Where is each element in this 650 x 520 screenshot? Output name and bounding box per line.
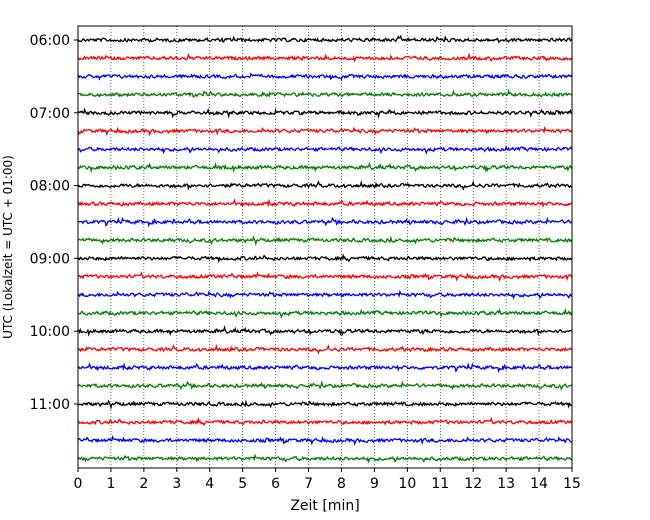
trace-12 (77, 252, 573, 264)
plot-frame (77, 25, 573, 469)
y-axis-label: UTC (Lokalzeit = UTC + 01:00) (1, 155, 15, 339)
x-axis-label: Zeit [min] (290, 498, 359, 514)
x-tick-label-11: 11 (431, 476, 449, 492)
x-tick-label-5: 5 (238, 476, 247, 492)
trace-19 (77, 380, 573, 391)
trace-15 (77, 307, 573, 319)
trace-23 (77, 453, 573, 464)
x-tick-label-15: 15 (563, 476, 581, 492)
y-tick-label-06:00: 06:00 (30, 33, 70, 49)
y-tick-label-07:00: 07:00 (30, 106, 70, 122)
trace-22 (77, 434, 573, 446)
trace-16 (77, 325, 573, 337)
trace-5 (77, 125, 573, 137)
y-tick-label-11:00: 11:00 (30, 397, 70, 413)
trace-8 (77, 180, 573, 191)
x-tick-label-14: 14 (530, 476, 548, 492)
trace-20 (77, 399, 573, 411)
traces (77, 34, 573, 464)
x-tick-label-2: 2 (139, 476, 148, 492)
x-tick-label-9: 9 (370, 476, 379, 492)
trace-0 (77, 34, 573, 44)
trace-11 (77, 235, 573, 247)
x-tick-label-8: 8 (337, 476, 346, 492)
trace-9 (77, 198, 573, 209)
trace-18 (77, 362, 573, 374)
trace-17 (77, 343, 573, 355)
x-tick-label-0: 0 (74, 476, 83, 492)
x-tick-label-4: 4 (205, 476, 214, 492)
y-axis-ticks: 06:00 07:00 08:00 09:00 10:00 11:00 (30, 33, 78, 413)
x-tick-label-3: 3 (172, 476, 181, 492)
x-tick-label-1: 1 (106, 476, 115, 492)
x-tick-label-6: 6 (271, 476, 280, 492)
y-tick-label-10:00: 10:00 (30, 324, 70, 340)
x-tick-label-12: 12 (464, 476, 482, 492)
x-tick-label-7: 7 (304, 476, 313, 492)
y-tick-label-09:00: 09:00 (30, 251, 70, 267)
plot-background (78, 26, 572, 468)
trace-1 (77, 52, 573, 63)
trace-13 (77, 271, 573, 282)
trace-10 (77, 216, 573, 228)
x-tick-label-10: 10 (398, 476, 416, 492)
trace-3 (77, 88, 573, 99)
trace-7 (77, 161, 573, 174)
trace-21 (77, 416, 573, 427)
y-tick-label-08:00: 08:00 (30, 179, 70, 195)
trace-14 (77, 289, 573, 300)
trace-4 (77, 107, 573, 119)
x-axis-ticks: 0 1 2 3 4 5 6 7 8 9 10 11 12 13 14 15 (74, 468, 581, 492)
x-tick-label-13: 13 (497, 476, 515, 492)
trace-6 (77, 144, 573, 155)
trace-2 (77, 72, 573, 82)
